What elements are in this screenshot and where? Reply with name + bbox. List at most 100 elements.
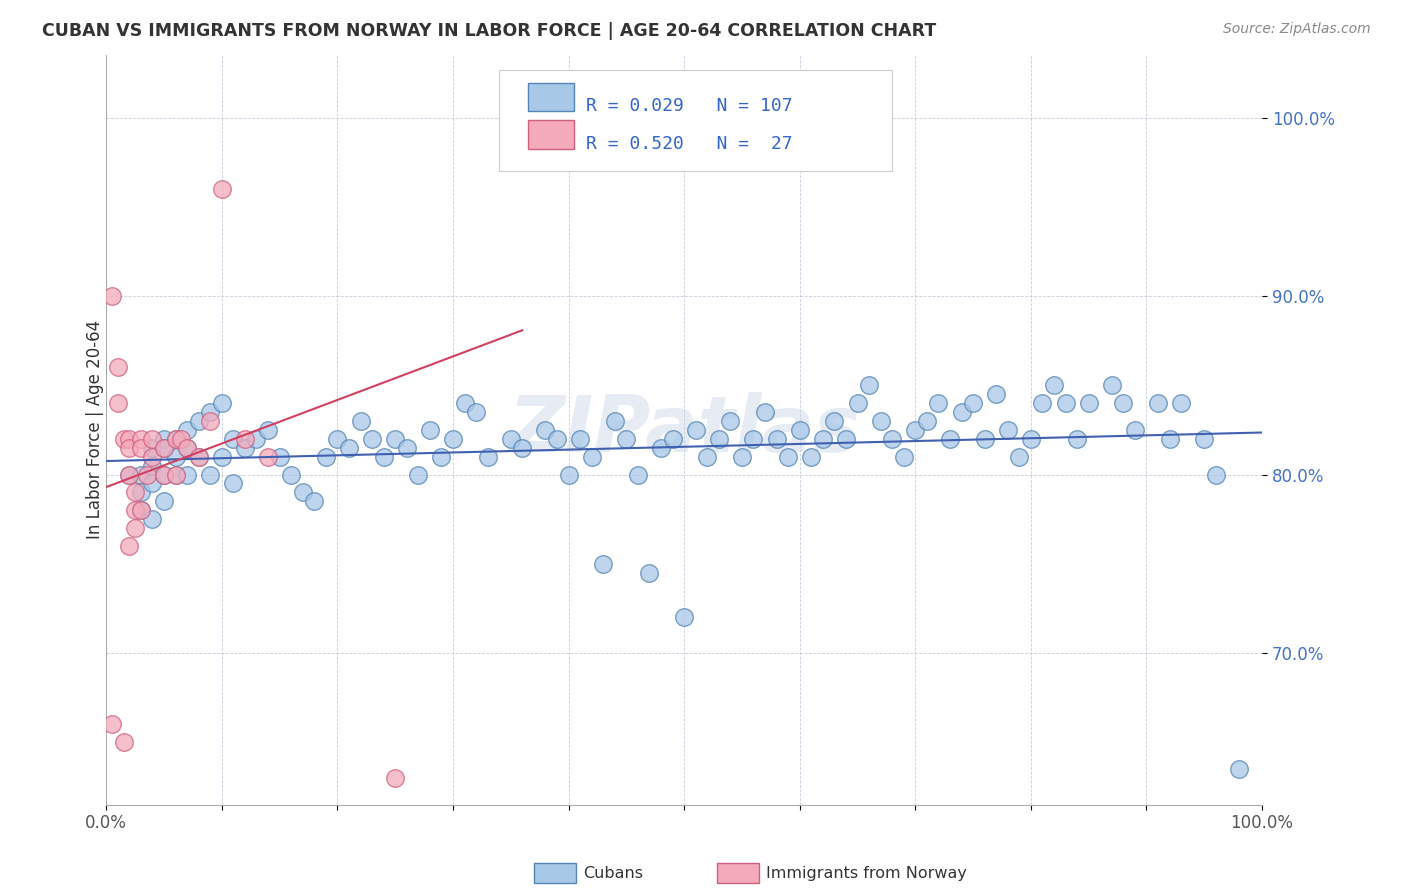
Point [569,432,592,446]
Point [1019,432,1042,446]
Point [211,396,233,410]
Point [280,467,302,482]
Point [269,450,291,464]
FancyBboxPatch shape [499,70,893,171]
Point [257,450,280,464]
Point [176,441,198,455]
Point [165,450,187,464]
Point [245,432,267,446]
Text: Cubans: Cubans [583,866,644,880]
Point [153,441,176,455]
Point [395,441,418,455]
Point [1101,378,1123,392]
Point [1054,396,1077,410]
Point [1194,432,1216,446]
Point [124,503,146,517]
Point [129,432,152,446]
Point [315,450,337,464]
Point [986,387,1008,401]
FancyBboxPatch shape [529,83,574,112]
Point [1159,432,1181,446]
Point [141,432,163,446]
Point [153,467,176,482]
Text: ZIPatlas: ZIPatlas [508,392,860,468]
Point [101,289,124,303]
Point [718,414,741,428]
Point [222,432,245,446]
Point [1112,396,1135,410]
Point [373,450,395,464]
Point [124,521,146,535]
Point [165,432,187,446]
Point [419,423,441,437]
Point [1066,432,1088,446]
Point [904,423,927,437]
Text: R = 0.029   N = 107: R = 0.029 N = 107 [586,97,793,115]
Point [200,467,222,482]
Point [349,414,371,428]
Point [499,111,522,125]
Point [141,441,163,455]
Point [222,476,245,491]
Point [129,503,152,517]
Point [707,432,730,446]
Point [107,360,129,375]
Point [233,432,256,446]
Point [384,771,406,785]
Point [361,432,384,446]
Point [638,566,661,580]
Point [304,494,326,508]
Point [129,503,152,517]
Point [118,467,141,482]
Point [1227,762,1250,776]
Point [650,441,672,455]
Point [141,512,163,526]
Point [858,378,880,392]
Point [962,396,984,410]
Point [614,432,637,446]
Point [927,396,949,410]
Point [534,423,557,437]
Point [135,467,157,482]
Point [211,450,233,464]
Point [939,432,962,446]
Point [603,414,626,428]
Point [129,467,152,482]
Point [101,717,124,731]
Point [882,432,904,446]
Point [187,414,209,428]
Point [200,405,222,419]
Point [765,432,787,446]
Point [124,485,146,500]
Point [685,423,707,437]
Point [1077,396,1099,410]
Point [950,405,973,419]
Point [1031,396,1053,410]
Point [176,423,198,437]
Point [141,458,163,473]
Point [778,450,800,464]
Point [107,396,129,410]
Point [546,432,568,446]
Point [789,423,811,437]
Point [118,539,141,553]
Point [742,432,765,446]
Point [731,450,754,464]
Point [1147,396,1170,410]
Point [557,467,579,482]
Point [118,441,141,455]
Point [153,441,176,455]
Point [165,432,187,446]
Point [337,441,360,455]
Point [187,450,209,464]
Point [129,441,152,455]
Point [408,467,430,482]
Point [112,432,135,446]
Point [384,432,406,446]
Point [673,610,696,624]
Point [257,423,280,437]
Point [326,432,349,446]
Point [1170,396,1192,410]
Point [581,450,603,464]
Point [291,485,314,500]
